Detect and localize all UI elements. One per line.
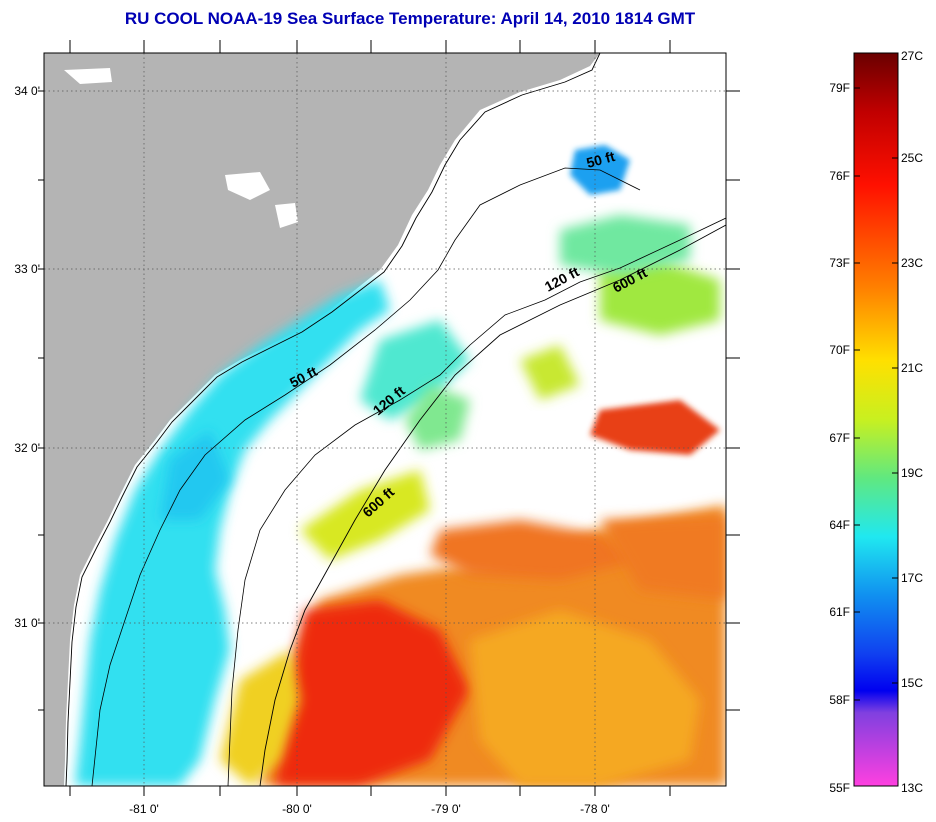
axis-ticks <box>38 40 740 796</box>
lat-label: 34 0' <box>14 84 40 98</box>
colorbar-f-label: 61F <box>829 605 850 619</box>
lat-label: 32 0' <box>14 441 40 455</box>
colorbar-f-label: 55F <box>829 781 850 795</box>
colorbar-c-label: 27C <box>901 49 923 63</box>
hot-core <box>275 600 470 786</box>
colorbar-gradient <box>853 52 899 787</box>
colorbar-c-label: 13C <box>901 781 923 795</box>
isobath-600ft <box>259 224 726 786</box>
lat-label: 31 0' <box>14 616 40 630</box>
colorbar-c-label: 23C <box>901 256 923 270</box>
lon-label: -80 0' <box>282 802 312 816</box>
isobath-120ft <box>227 217 726 786</box>
lat-label: 33 0' <box>14 262 40 276</box>
lon-label: -81 0' <box>129 802 159 816</box>
colorbar-f-label: 70F <box>829 343 850 357</box>
land-area <box>44 53 600 786</box>
colorbar-f-label: 64F <box>829 518 850 532</box>
isobath-50ft <box>91 167 641 786</box>
colorbar-f-label: 58F <box>829 693 850 707</box>
map-frame <box>43 52 727 787</box>
graticule <box>44 53 726 786</box>
sst-map: 34 0' 33 0' 32 0' 31 0' -81 0' -80 0' -7… <box>14 40 740 816</box>
colorbar-c-label: 17C <box>901 571 923 585</box>
coastline <box>65 53 601 786</box>
contour-label-50ft: 50 ft <box>585 148 617 171</box>
colorbar-c-label: 19C <box>901 466 923 480</box>
colorbar-f-label: 79F <box>829 81 850 95</box>
lon-label: -78 0' <box>580 802 610 816</box>
colorbar-f-label: 67F <box>829 431 850 445</box>
colorbar-c-label: 21C <box>901 361 923 375</box>
colorbar: 27C 25C 23C 21C 19C 17C 15C 13C 79F 76F … <box>800 0 936 822</box>
lon-label: -79 0' <box>431 802 461 816</box>
colorbar-f-label: 76F <box>829 169 850 183</box>
cool-shelf <box>75 280 390 786</box>
colorbar-c-label: 15C <box>901 676 923 690</box>
colorbar-f-label: 73F <box>829 256 850 270</box>
colorbar-c-label: 25C <box>901 151 923 165</box>
map-title: RU COOL NOAA-19 Sea Surface Temperature:… <box>124 9 696 28</box>
